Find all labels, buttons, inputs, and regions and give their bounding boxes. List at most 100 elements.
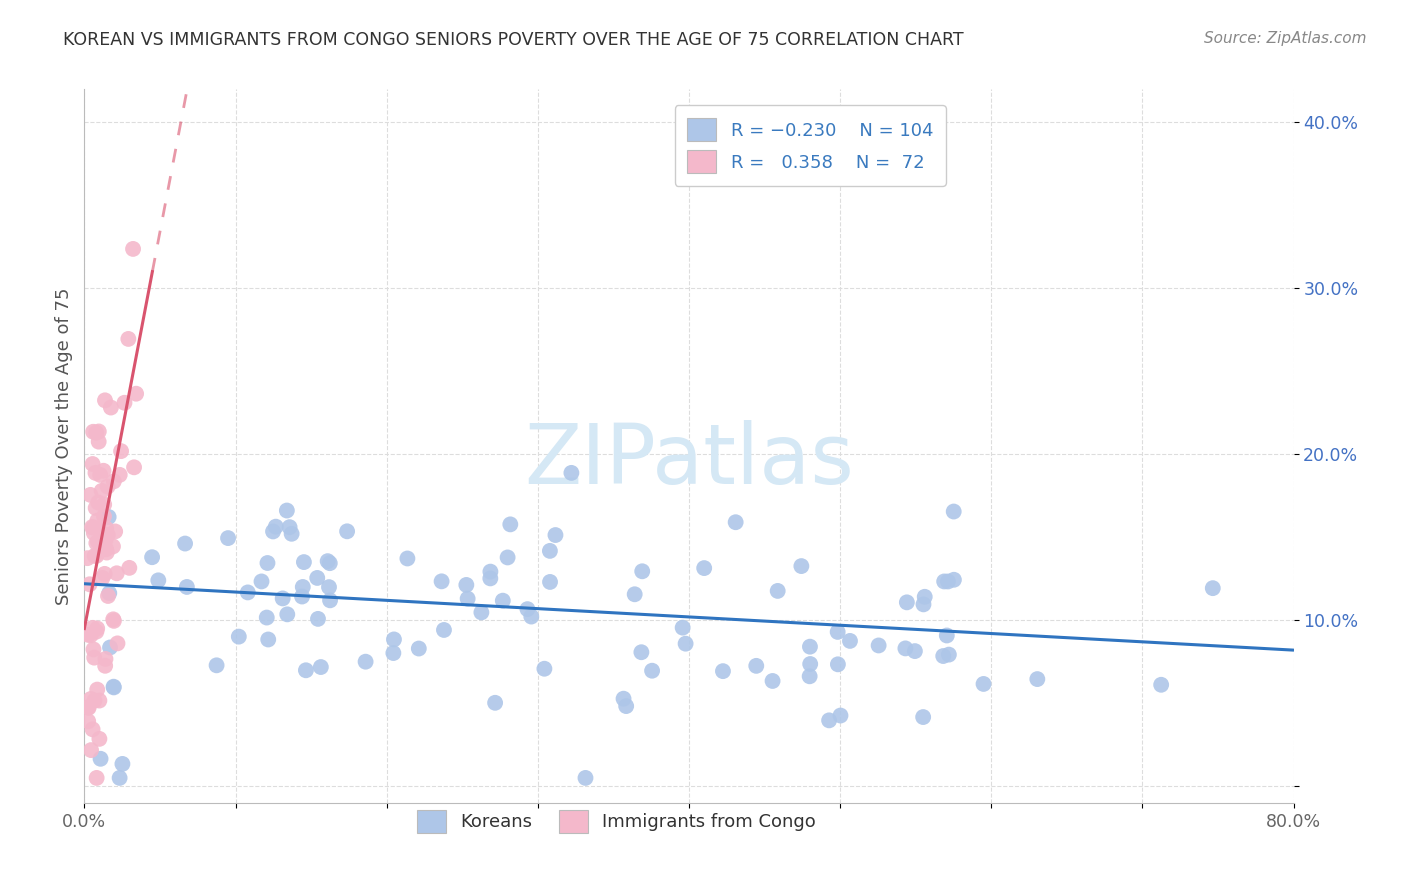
Point xyxy=(103,612,125,626)
Point xyxy=(291,590,314,604)
Point xyxy=(83,694,105,708)
Point xyxy=(93,537,115,551)
Point xyxy=(84,466,107,480)
Point xyxy=(278,520,301,534)
Point xyxy=(914,590,936,604)
Point xyxy=(86,549,108,563)
Point xyxy=(97,479,120,493)
Point xyxy=(307,571,329,585)
Point xyxy=(408,641,430,656)
Point xyxy=(89,693,111,707)
Point xyxy=(205,658,228,673)
Point xyxy=(82,520,104,534)
Point xyxy=(103,614,125,628)
Point xyxy=(84,425,107,440)
Point xyxy=(79,577,101,591)
Point xyxy=(97,510,120,524)
Point xyxy=(83,650,105,665)
Point xyxy=(520,609,543,624)
Point xyxy=(256,610,278,624)
Point xyxy=(631,564,654,578)
Point xyxy=(104,524,127,539)
Point xyxy=(101,540,124,554)
Point xyxy=(630,645,652,659)
Point xyxy=(90,527,112,541)
Point xyxy=(98,586,121,600)
Point xyxy=(82,457,104,471)
Point xyxy=(86,514,108,528)
Point xyxy=(934,574,956,589)
Point xyxy=(292,555,315,569)
Point xyxy=(77,700,100,714)
Point xyxy=(103,680,125,694)
Point xyxy=(82,425,104,439)
Point xyxy=(319,593,342,607)
Point xyxy=(122,242,145,256)
Point xyxy=(105,566,128,581)
Point xyxy=(93,509,115,524)
Point xyxy=(94,658,117,673)
Point xyxy=(107,636,129,650)
Point xyxy=(492,593,515,607)
Point xyxy=(973,677,995,691)
Point xyxy=(80,743,103,757)
Point xyxy=(114,396,136,410)
Point xyxy=(93,498,115,512)
Point xyxy=(560,466,582,480)
Point xyxy=(641,664,664,678)
Point xyxy=(89,731,111,746)
Point xyxy=(1150,678,1173,692)
Point xyxy=(761,673,783,688)
Point xyxy=(84,500,107,515)
Point xyxy=(94,652,117,666)
Point xyxy=(97,589,120,603)
Point xyxy=(250,574,273,589)
Point xyxy=(82,521,104,535)
Point xyxy=(818,714,841,728)
Point xyxy=(93,464,115,478)
Point xyxy=(479,571,502,585)
Point xyxy=(544,528,567,542)
Point xyxy=(82,621,104,635)
Point xyxy=(94,542,117,557)
Point xyxy=(711,664,734,678)
Point xyxy=(228,630,250,644)
Point xyxy=(623,587,645,601)
Point xyxy=(904,644,927,658)
Point xyxy=(496,550,519,565)
Point xyxy=(76,551,98,566)
Point xyxy=(1202,581,1225,595)
Point xyxy=(117,332,139,346)
Point xyxy=(87,495,110,509)
Point xyxy=(79,488,101,502)
Point xyxy=(318,580,340,594)
Point xyxy=(262,524,284,539)
Point xyxy=(896,595,918,609)
Point xyxy=(672,621,695,635)
Point xyxy=(382,632,405,647)
Point xyxy=(80,628,103,642)
Text: KOREAN VS IMMIGRANTS FROM CONGO SENIORS POVERTY OVER THE AGE OF 75 CORRELATION C: KOREAN VS IMMIGRANTS FROM CONGO SENIORS … xyxy=(63,31,965,49)
Point xyxy=(912,598,935,612)
Point xyxy=(799,640,821,654)
Point xyxy=(91,571,114,585)
Point xyxy=(430,574,453,589)
Text: Source: ZipAtlas.com: Source: ZipAtlas.com xyxy=(1204,31,1367,46)
Point xyxy=(316,554,339,568)
Point xyxy=(77,628,100,642)
Point xyxy=(799,657,821,671)
Point xyxy=(77,714,100,729)
Point xyxy=(89,467,111,482)
Point xyxy=(724,515,747,529)
Point xyxy=(533,662,555,676)
Point xyxy=(87,534,110,549)
Point xyxy=(90,752,112,766)
Point xyxy=(86,622,108,636)
Point xyxy=(745,658,768,673)
Point xyxy=(108,467,131,482)
Point xyxy=(236,585,259,599)
Text: ZIPatlas: ZIPatlas xyxy=(524,420,853,500)
Point xyxy=(148,574,170,588)
Point xyxy=(382,646,405,660)
Point xyxy=(96,521,118,535)
